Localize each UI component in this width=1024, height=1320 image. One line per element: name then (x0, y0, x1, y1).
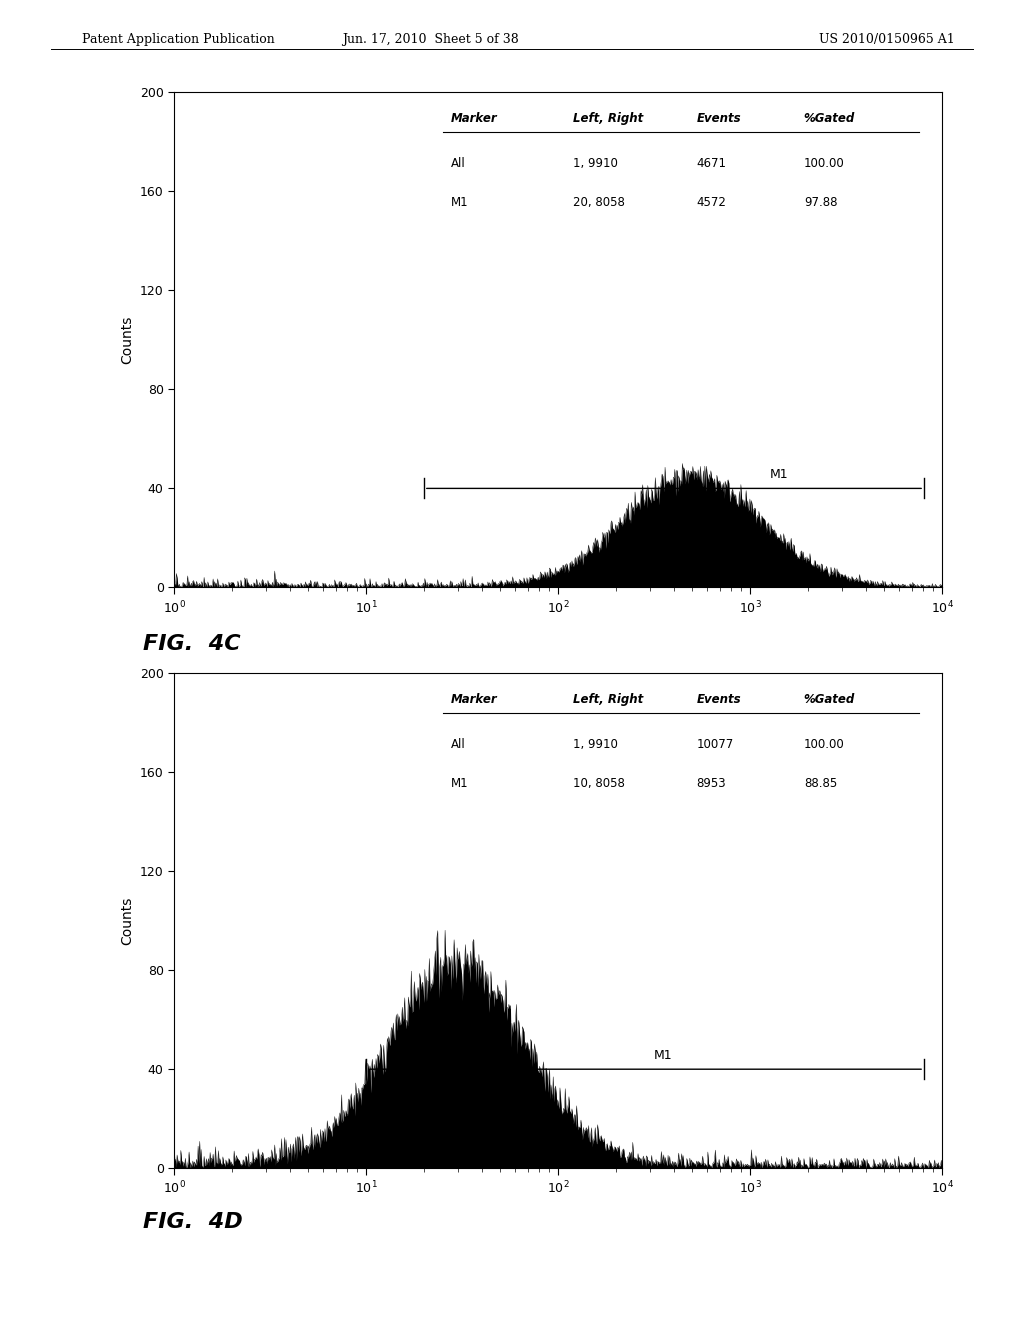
Text: 20, 8058: 20, 8058 (573, 197, 626, 210)
Text: 100.00: 100.00 (804, 738, 845, 751)
Text: 97.88: 97.88 (804, 197, 838, 210)
Text: US 2010/0150965 A1: US 2010/0150965 A1 (819, 33, 955, 46)
Text: M1: M1 (654, 1049, 673, 1061)
Text: Left, Right: Left, Right (573, 693, 644, 706)
Text: Jun. 17, 2010  Sheet 5 of 38: Jun. 17, 2010 Sheet 5 of 38 (342, 33, 518, 46)
Y-axis label: Counts: Counts (120, 896, 134, 945)
Text: All: All (451, 738, 465, 751)
Text: %Gated: %Gated (804, 112, 855, 125)
Text: All: All (451, 157, 465, 170)
Text: 4671: 4671 (696, 157, 726, 170)
Text: Marker: Marker (451, 693, 498, 706)
Text: Events: Events (696, 112, 741, 125)
Text: 100.00: 100.00 (804, 157, 845, 170)
Y-axis label: Counts: Counts (120, 315, 134, 364)
Text: Events: Events (696, 693, 741, 706)
Text: Patent Application Publication: Patent Application Publication (82, 33, 274, 46)
Text: M1: M1 (451, 197, 468, 210)
Text: Left, Right: Left, Right (573, 112, 644, 125)
Text: 4572: 4572 (696, 197, 726, 210)
Text: 10077: 10077 (696, 738, 733, 751)
Text: FIG.  4D: FIG. 4D (143, 1212, 243, 1232)
Text: 10, 8058: 10, 8058 (573, 777, 626, 791)
Text: FIG.  4C: FIG. 4C (143, 634, 241, 653)
Text: 8953: 8953 (696, 777, 726, 791)
Text: M1: M1 (769, 469, 787, 480)
Text: %Gated: %Gated (804, 693, 855, 706)
Text: 1, 9910: 1, 9910 (573, 157, 618, 170)
Text: 1, 9910: 1, 9910 (573, 738, 618, 751)
Text: Marker: Marker (451, 112, 498, 125)
Text: M1: M1 (451, 777, 468, 791)
Text: 88.85: 88.85 (804, 777, 837, 791)
